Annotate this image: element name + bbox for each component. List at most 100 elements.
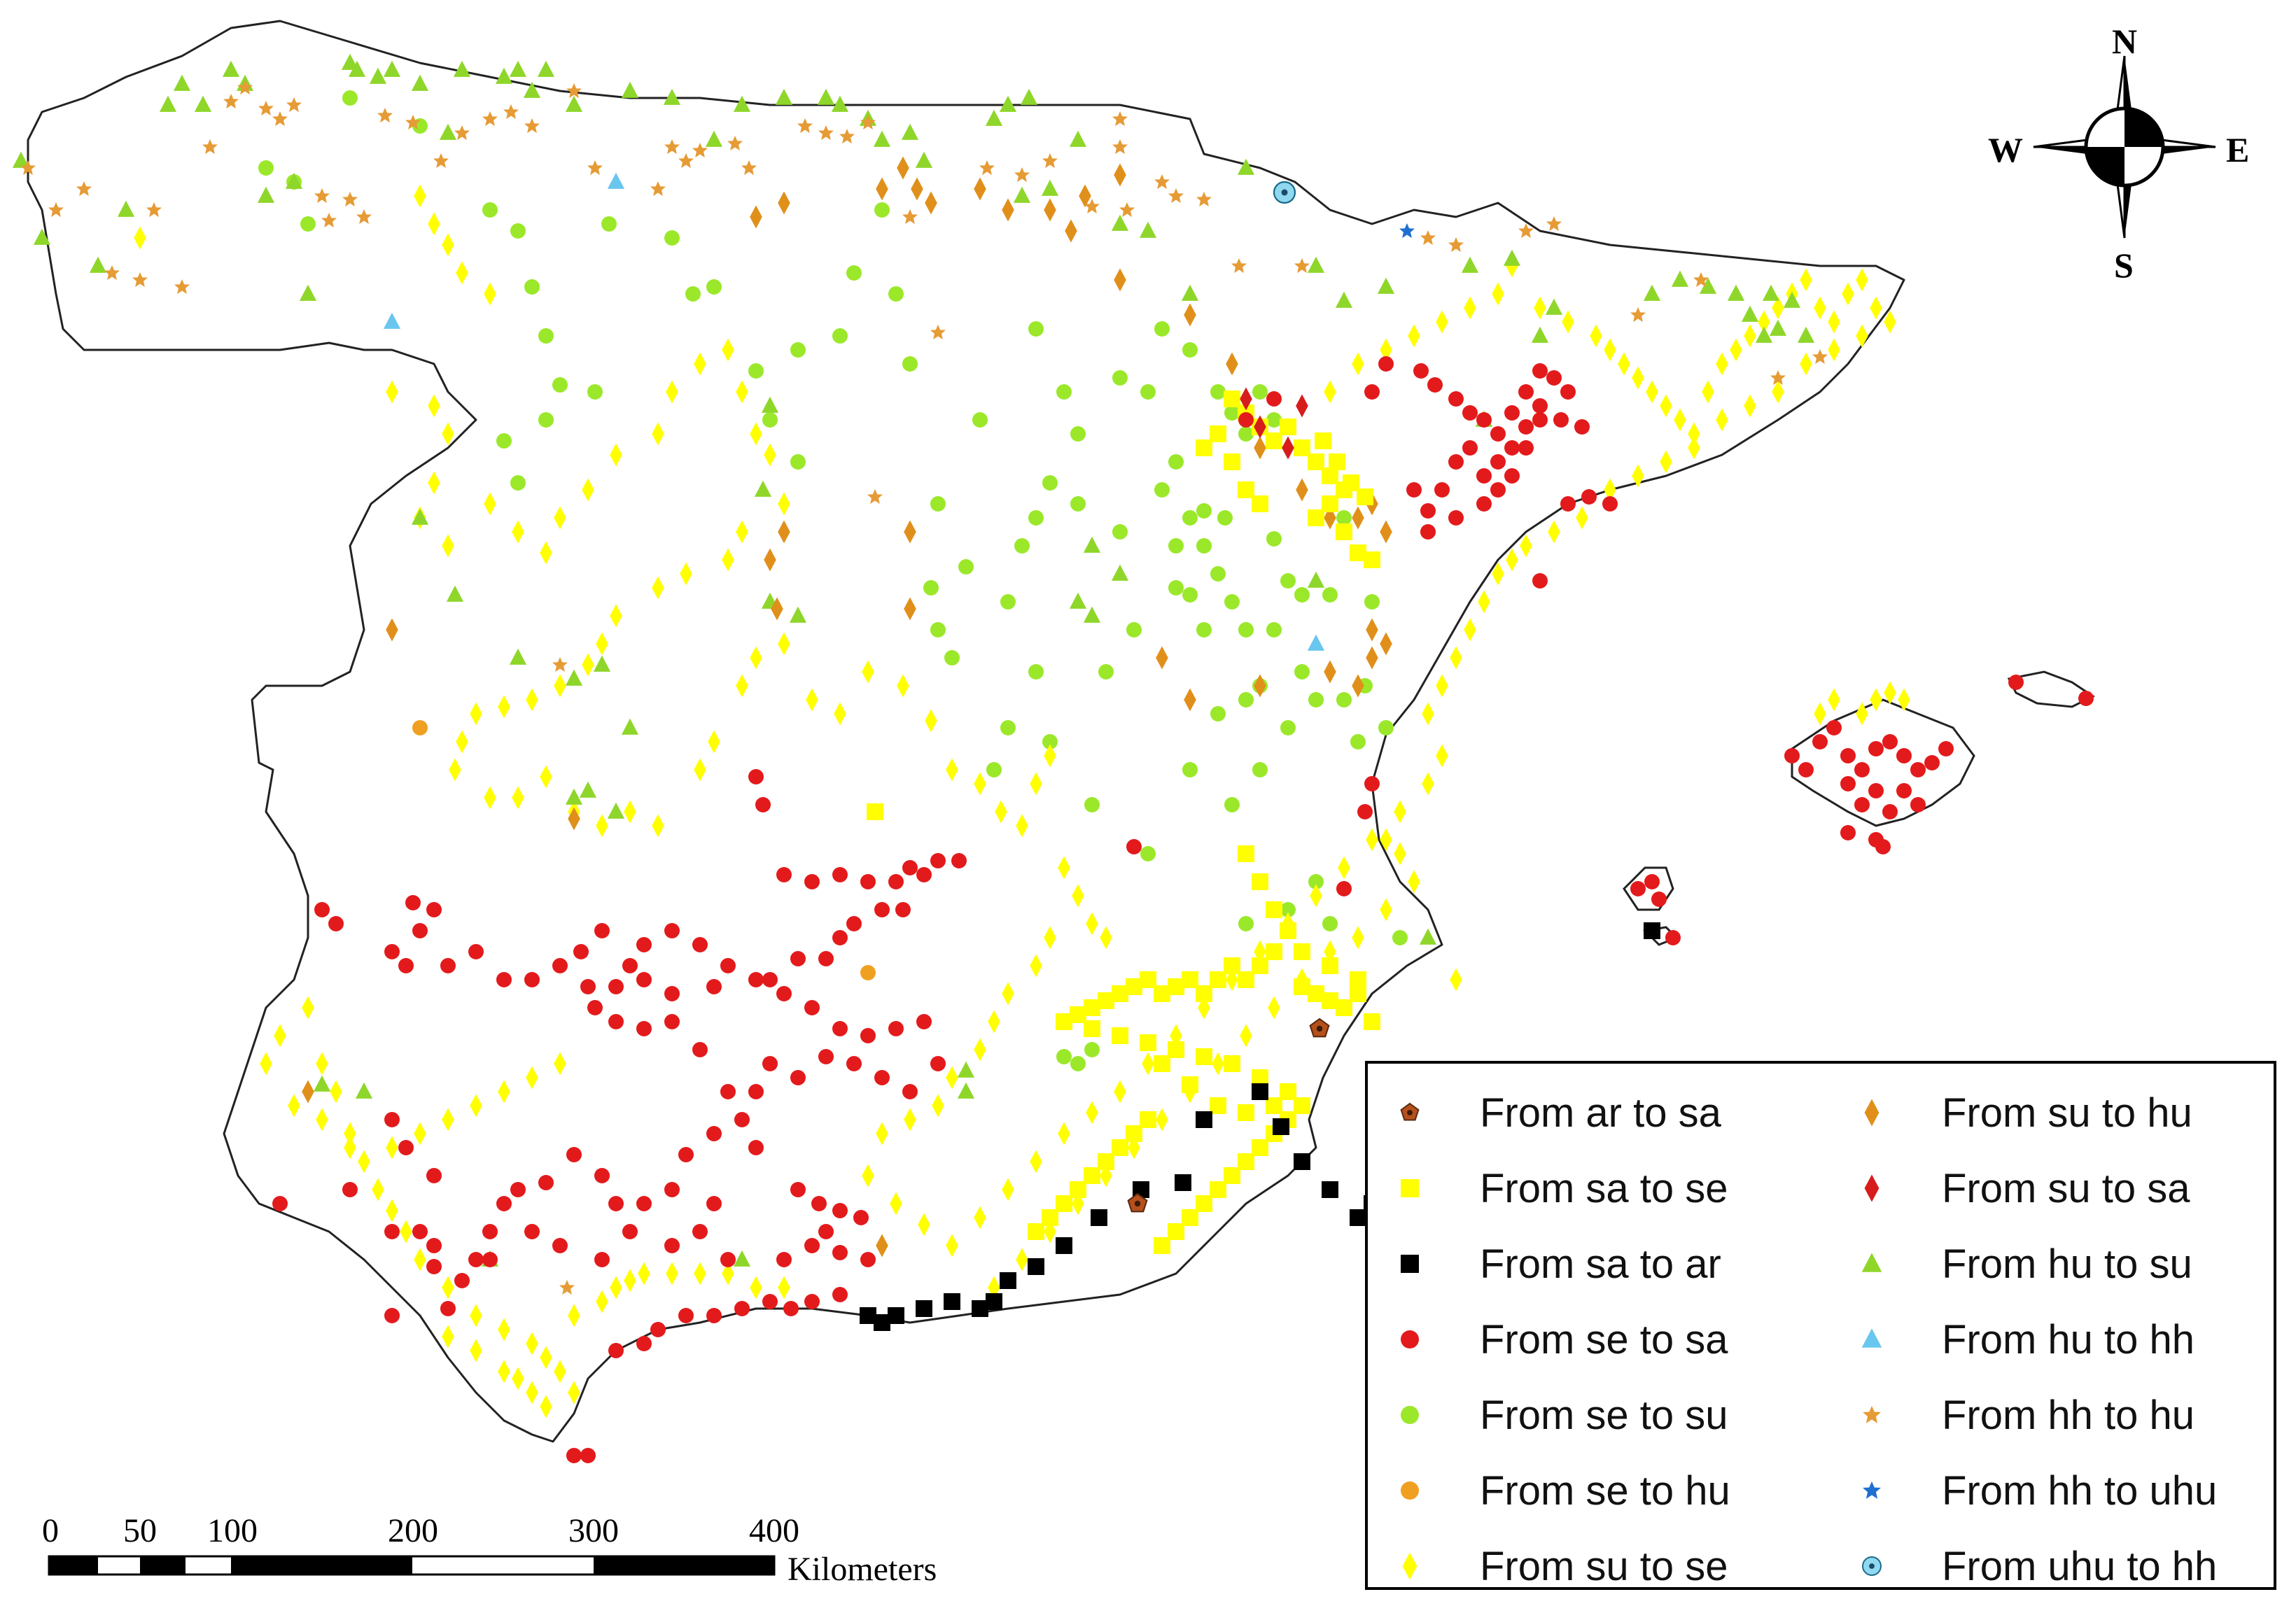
map-marker (510, 1182, 526, 1197)
map-marker (1884, 310, 1896, 334)
map-marker (1814, 702, 1826, 726)
map-marker (706, 979, 722, 994)
map-marker (1070, 426, 1086, 442)
map-marker (972, 412, 988, 428)
map-marker (1086, 912, 1098, 936)
map-marker (778, 492, 790, 516)
map-marker (1870, 688, 1882, 712)
map-marker (692, 937, 708, 952)
compass-west-label: W (1988, 130, 2023, 169)
map-marker (932, 1094, 944, 1118)
map-marker (1377, 277, 1395, 294)
map-marker (790, 951, 806, 966)
map-marker (1590, 324, 1602, 348)
map-marker (258, 160, 274, 176)
map-marker (1364, 1013, 1380, 1030)
map-marker (1380, 338, 1392, 362)
map-marker (1224, 797, 1240, 812)
map-marker (694, 1262, 706, 1285)
map-marker (771, 597, 783, 621)
map-marker (1882, 734, 1898, 749)
map-marker (1419, 928, 1437, 945)
map-marker (873, 130, 891, 147)
map-marker (509, 60, 527, 77)
map-marker (565, 669, 583, 686)
map-marker (1532, 398, 1548, 414)
map-marker (1812, 734, 1828, 749)
map-marker (299, 284, 317, 301)
map-marker (1315, 432, 1331, 449)
map-marker (1322, 587, 1338, 603)
map-marker (1126, 839, 1142, 854)
map-marker (1545, 298, 1563, 315)
map-marker (552, 958, 568, 973)
map-marker (804, 1000, 820, 1015)
map-marker (678, 1308, 694, 1323)
map-marker (344, 1122, 356, 1146)
map-marker (664, 1014, 680, 1029)
map-marker (386, 1136, 398, 1160)
map-marker (1352, 352, 1364, 376)
map-marker (664, 1238, 680, 1253)
map-marker (1114, 163, 1126, 187)
map-marker (1730, 338, 1742, 362)
map-marker (1436, 310, 1448, 334)
map-marker (1534, 296, 1546, 320)
map-marker (1329, 453, 1345, 470)
legend-label: From hu to su (1942, 1241, 2192, 1287)
map-marker (1237, 158, 1255, 175)
map-marker (414, 184, 426, 208)
map-marker (426, 1238, 442, 1253)
map-marker (748, 972, 764, 987)
map-marker (778, 520, 790, 544)
legend-label: From ar to sa (1480, 1090, 1721, 1136)
map-marker (482, 202, 498, 218)
legend-symbol-icon (1401, 1330, 1419, 1348)
map-marker (1196, 622, 1212, 638)
map-marker (1028, 510, 1044, 526)
map-marker (1427, 377, 1443, 393)
map-marker (946, 1066, 958, 1090)
map-marker (1380, 632, 1392, 656)
map-marker (1492, 562, 1504, 586)
map-marker (1422, 702, 1434, 726)
map-marker (762, 412, 778, 428)
map-marker (596, 632, 608, 656)
map-marker (1058, 856, 1070, 880)
map-marker (1240, 1024, 1252, 1048)
map-marker (2078, 691, 2094, 706)
map-marker (762, 1056, 778, 1071)
map-marker (876, 177, 888, 201)
map-marker (778, 1276, 790, 1299)
map-marker (554, 1052, 566, 1076)
map-marker (1156, 1108, 1168, 1132)
map-marker (470, 1304, 482, 1327)
map-marker (526, 1066, 538, 1090)
map-marker (1196, 538, 1212, 554)
map-marker (1309, 1017, 1330, 1038)
map-marker (1856, 268, 1868, 292)
map-marker (1448, 391, 1464, 407)
map-marker (1688, 436, 1700, 460)
map-marker (666, 1262, 678, 1285)
map-marker (1504, 468, 1520, 484)
map-marker (1028, 1258, 1044, 1275)
map-marker (1772, 296, 1784, 320)
map-marker (663, 88, 681, 105)
map-marker (946, 758, 958, 782)
map-marker (596, 1290, 608, 1313)
map-marker (1028, 321, 1044, 337)
map-marker (596, 814, 608, 838)
legend-symbol-icon (1861, 1328, 1882, 1348)
map-marker (1581, 489, 1597, 505)
map-marker (1310, 884, 1322, 908)
map-marker (750, 205, 762, 229)
map-marker (860, 1028, 876, 1043)
map-marker (1643, 284, 1661, 301)
map-marker (790, 454, 806, 470)
map-marker (748, 769, 764, 784)
map-marker (1674, 408, 1686, 432)
map-marker (398, 1140, 414, 1155)
map-marker (453, 60, 471, 77)
map-marker (1296, 394, 1308, 418)
